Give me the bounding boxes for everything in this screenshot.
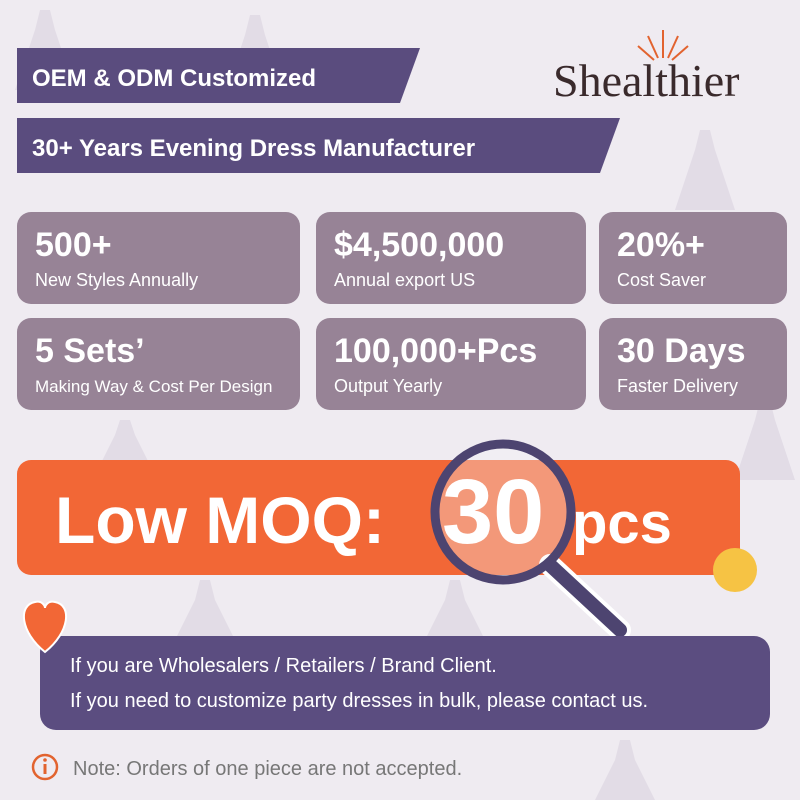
- heart-icon: [22, 600, 68, 654]
- stat-label: Making Way & Cost Per Design: [35, 377, 272, 396]
- stat-label: Cost Saver: [617, 270, 706, 290]
- banner: [17, 118, 620, 173]
- brand-logo-rays: [637, 30, 689, 61]
- stat-value: 5 Sets’: [35, 332, 145, 370]
- banner-text: OEM & ODM Customized: [32, 65, 316, 92]
- stat-label: Annual export US: [334, 270, 475, 290]
- stat-label: New Styles Annually: [35, 270, 198, 290]
- moq-unit: pcs: [572, 491, 672, 556]
- magnifier-handle: [543, 558, 627, 637]
- stat-card: [316, 212, 586, 304]
- message-line: If you are Wholesalers / Retailers / Bra…: [70, 655, 497, 677]
- stat-card: [599, 212, 787, 304]
- magnifier: [430, 439, 576, 585]
- note: Note: Orders of one piece are not accept…: [73, 758, 462, 780]
- stat-card: [17, 212, 300, 304]
- stat-label: Faster Delivery: [617, 376, 738, 396]
- stat-value: 500+: [35, 226, 112, 264]
- moq-prefix: Low MOQ:: [55, 483, 385, 557]
- stat-card: [599, 318, 787, 410]
- info-icon: [43, 758, 47, 762]
- banner: [17, 48, 420, 103]
- info-icon: [31, 753, 59, 781]
- banner-text: 30+ Years Evening Dress Manufacturer: [32, 135, 475, 162]
- moq-number: 30: [442, 461, 544, 563]
- stat-card: [316, 318, 586, 410]
- stat-label: Output Yearly: [334, 376, 442, 396]
- stat-card: [17, 318, 300, 410]
- message-box: [40, 636, 770, 730]
- stat-value: 20%+: [617, 226, 705, 264]
- stat-value: 100,000+Pcs: [334, 332, 537, 370]
- message-line: If you need to customize party dresses i…: [70, 690, 648, 712]
- stat-value: 30 Days: [617, 332, 746, 370]
- info-icon: [43, 764, 47, 774]
- stat-value: $4,500,000: [334, 226, 504, 264]
- hand-icon: [713, 548, 757, 592]
- brand: Shealthier: [553, 55, 740, 106]
